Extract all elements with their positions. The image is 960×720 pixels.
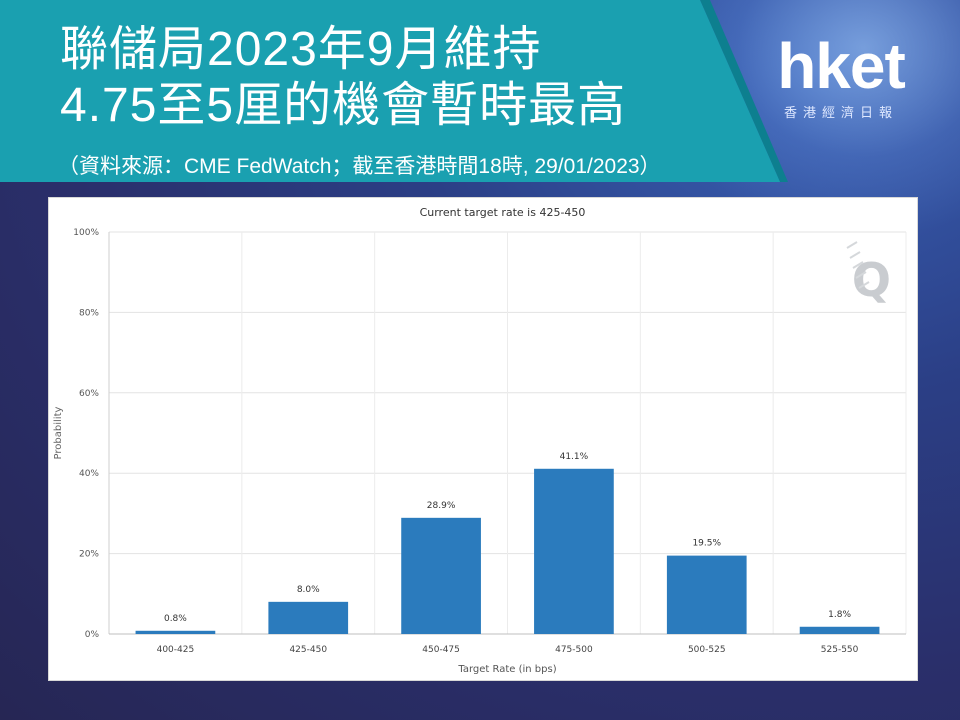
title-line-1: 聯儲局2023年9月維持: [60, 23, 542, 76]
probability-bar-chart: Current target rate is 425-450 0% 20% 40% 60…: [53, 206, 907, 675]
title-banner: [0, 0, 780, 182]
bar: [799, 626, 880, 634]
x-tick-label: 475-500: [555, 645, 593, 655]
bar-data-label: 0.8%: [164, 614, 187, 624]
title-line-2: 4.75至5厘的機會暫時最高: [60, 79, 627, 132]
source-note: （資料來源：CME FedWatch；截至香港時間18時, 29/01/2023…: [58, 155, 661, 178]
bar-data-label: 28.9%: [427, 501, 456, 511]
y-tick-label: 60%: [79, 389, 99, 399]
x-axis-title: Target Rate (in bps): [457, 664, 556, 675]
bar: [666, 555, 747, 634]
hket-logo: hket 香港經濟日報: [752, 34, 930, 124]
watermark-stroke: [849, 251, 861, 259]
watermark-stroke: [852, 261, 864, 269]
y-tick-label: 0%: [85, 630, 100, 640]
watermark-stroke: [855, 271, 867, 279]
logo-wordmark: hket: [777, 30, 906, 102]
y-tick-label: 80%: [79, 308, 99, 318]
chart-title: Current target rate is 425-450: [420, 206, 586, 219]
y-axis-title: Probability: [53, 406, 64, 459]
page-title: 聯儲局2023年9月維持 4.75至5厘的機會暫時最高: [60, 22, 626, 134]
bar-data-label: 8.0%: [297, 585, 320, 595]
x-tick-label: 525-550: [821, 645, 859, 655]
y-tick-label: 40%: [79, 469, 99, 479]
y-tick-label: 100%: [73, 228, 99, 238]
bar-data-label: 19.5%: [692, 539, 721, 549]
x-tick-label: 425-450: [289, 645, 327, 655]
bar: [534, 468, 614, 634]
x-tick-label: 500-525: [688, 645, 726, 655]
bar-data-label: 41.1%: [560, 452, 589, 462]
logo-subtitle: 香港經濟日報: [783, 105, 898, 120]
bar: [268, 601, 349, 634]
x-tick-label: 400-425: [157, 645, 195, 655]
y-tick-label: 20%: [79, 550, 99, 560]
bar-data-label: 1.8%: [828, 610, 851, 620]
watermark-q-icon: Q: [852, 253, 891, 307]
chart-panel: Current target rate is 425-450 0% 20% 40% 60…: [48, 197, 918, 681]
x-tick-label: 450-475: [422, 645, 460, 655]
bar: [135, 630, 216, 634]
watermark-stroke: [858, 281, 870, 289]
watermark-stroke: [846, 241, 858, 249]
bar: [401, 517, 481, 634]
